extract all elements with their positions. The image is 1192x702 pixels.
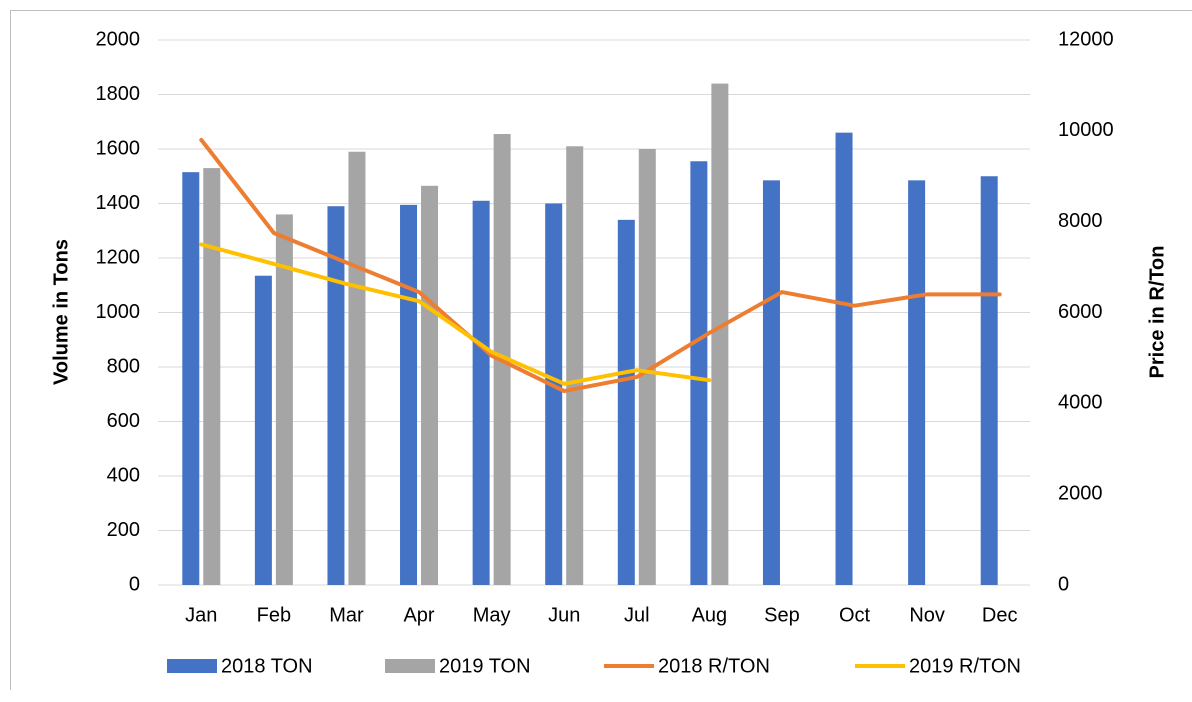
x-tick-label: Sep [764, 604, 800, 626]
legend-swatch [385, 659, 435, 673]
x-tick-label: May [473, 604, 511, 626]
x-tick-label: Apr [403, 604, 434, 626]
x-tick-label: Jun [548, 604, 580, 626]
bar [762, 180, 780, 585]
x-tick-label: Jul [624, 604, 650, 626]
bar [472, 200, 490, 585]
y-tick-label: 1800 [96, 83, 141, 105]
bar [617, 219, 635, 585]
y-tick-label: 1000 [96, 301, 141, 323]
x-tick-label: Nov [909, 604, 945, 626]
x-tick-label: Dec [982, 604, 1018, 626]
legend-swatch [167, 659, 217, 673]
y2-tick-label: 10000 [1058, 119, 1114, 141]
legend-label: 2019 R/TON [909, 655, 1021, 677]
bar [400, 204, 418, 586]
bar [203, 168, 221, 585]
y2-tick-label: 8000 [1058, 210, 1103, 232]
x-tick-label: Feb [257, 604, 291, 626]
line [199, 242, 712, 386]
bar [275, 214, 293, 585]
bar [327, 206, 345, 585]
x-tick-label: Aug [692, 604, 728, 626]
y-tick-label: 600 [107, 410, 140, 432]
y2-tick-label: 2000 [1058, 482, 1103, 504]
y-tick-label: 800 [107, 355, 140, 377]
y2-tick-label: 12000 [1058, 28, 1114, 50]
bar [566, 146, 584, 585]
y-axis-title: Volume in Tons [50, 239, 72, 385]
bar [908, 180, 926, 585]
legend-label: 2018 R/TON [658, 655, 770, 677]
y-tick-label: 1400 [96, 192, 141, 214]
bar [182, 172, 200, 585]
bar [835, 132, 853, 585]
y-tick-label: 200 [107, 519, 140, 541]
line [199, 137, 1002, 394]
chart-frame [10, 10, 1192, 690]
bar [690, 161, 708, 585]
bar [980, 176, 998, 585]
x-tick-label: Jan [185, 604, 217, 626]
y-tick-label: 1600 [96, 137, 141, 159]
y-tick-label: 1200 [96, 246, 141, 268]
y-tick-label: 0 [129, 573, 140, 595]
bar [545, 203, 563, 585]
y-tick-label: 400 [107, 464, 140, 486]
legend-label: 2018 TON [221, 655, 313, 677]
y2-tick-label: 0 [1058, 573, 1069, 595]
x-tick-label: Oct [839, 604, 871, 626]
legend-label: 2019 TON [439, 655, 531, 677]
bar [348, 151, 366, 585]
y2-tick-label: 4000 [1058, 392, 1103, 414]
bar [421, 185, 439, 585]
bar [254, 275, 272, 585]
x-tick-label: Mar [329, 604, 364, 626]
y2-axis-title: Price in R/Ton [1146, 246, 1168, 379]
y2-tick-label: 6000 [1058, 301, 1103, 323]
y-tick-label: 2000 [96, 28, 141, 50]
bar [711, 83, 729, 585]
bar [638, 149, 656, 585]
